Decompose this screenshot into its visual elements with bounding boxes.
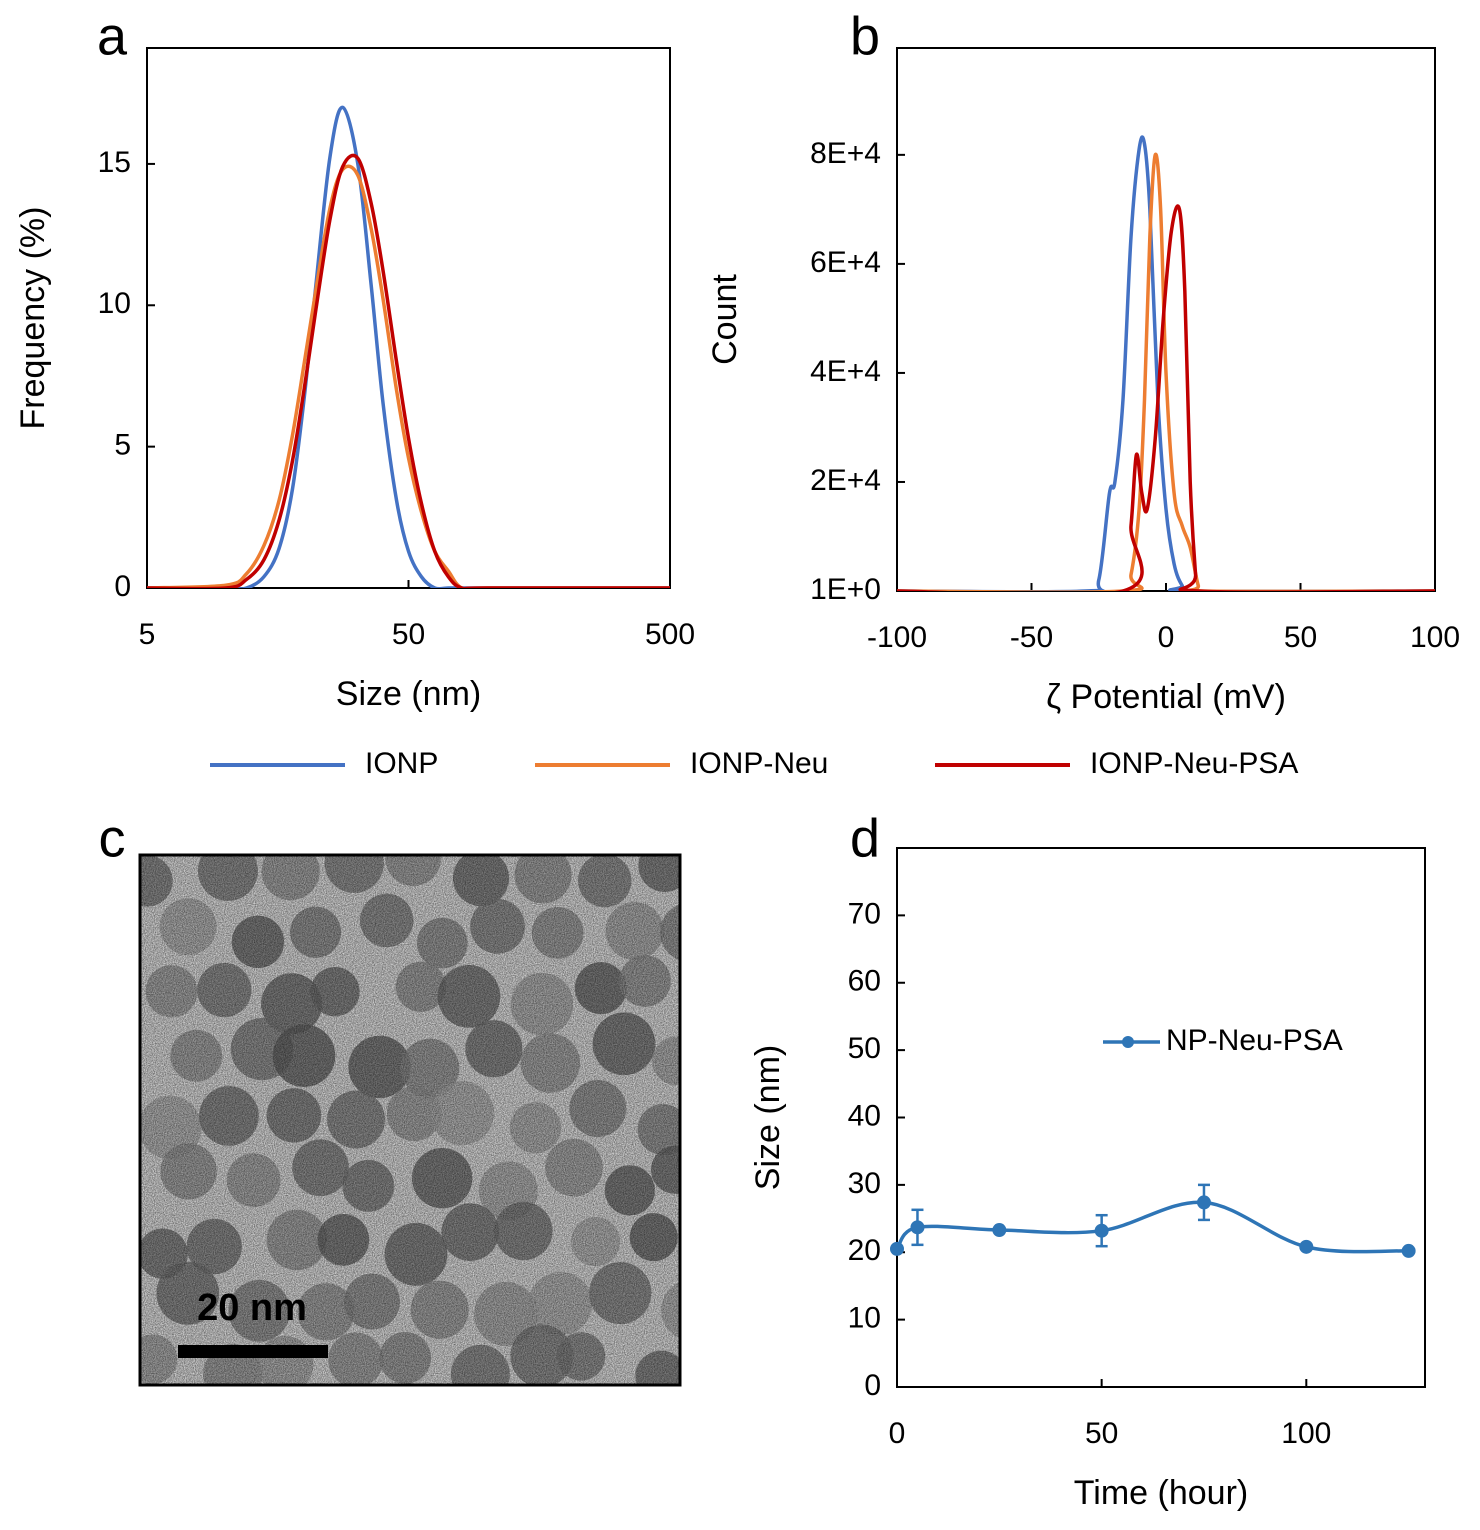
marker — [1196, 1195, 1211, 1210]
legend-label: IONP — [365, 747, 438, 780]
marker — [890, 1241, 904, 1256]
y-axis-title: Size (nm) — [749, 1045, 787, 1190]
series-line — [147, 105, 670, 588]
y-tick-label: 70 — [848, 897, 881, 930]
series-line — [897, 204, 1435, 591]
legend-label: NP-Neu-PSA — [1166, 1024, 1343, 1057]
tem-image — [140, 855, 680, 1385]
scale-bar — [178, 1345, 328, 1358]
x-tick-label: 50 — [1284, 621, 1317, 654]
y-tick-label: 2E+4 — [810, 464, 881, 497]
y-tick-label: 0 — [114, 570, 131, 603]
grain — [140, 855, 680, 1385]
x-axis-title: Size (nm) — [336, 675, 481, 713]
series-line — [897, 1200, 1409, 1254]
marker — [992, 1223, 1007, 1238]
marker — [1401, 1243, 1416, 1258]
x-tick-label: 100 — [1410, 621, 1460, 654]
y-tick-label: 6E+4 — [810, 246, 881, 279]
y-tick-label: 4E+4 — [810, 355, 881, 388]
panel-label: a — [97, 6, 128, 66]
legend-label: IONP-Neu-PSA — [1090, 747, 1298, 780]
x-axis-title: Time (hour) — [1074, 1474, 1248, 1512]
series-line — [147, 164, 670, 588]
legend-label: IONP-Neu — [690, 747, 828, 780]
x-tick-label: -100 — [867, 621, 927, 654]
y-tick-label: 15 — [98, 146, 131, 179]
y-tick-label: 10 — [98, 287, 131, 320]
y-tick-label: 50 — [848, 1032, 881, 1065]
plot-frame — [896, 847, 1426, 1388]
x-tick-label: 50 — [392, 618, 425, 651]
panel-label: d — [850, 808, 880, 868]
panel-label: c — [99, 808, 126, 868]
y-axis-title: Frequency (%) — [14, 207, 52, 430]
image-frame — [138, 853, 682, 1387]
plot-frame — [146, 47, 671, 589]
y-tick-label: 30 — [848, 1167, 881, 1200]
series-line — [147, 153, 670, 588]
y-tick-label: 1E+0 — [810, 573, 881, 606]
y-tick-label: 20 — [848, 1234, 881, 1267]
y-tick-label: 0 — [864, 1369, 881, 1402]
y-tick-label: 8E+4 — [810, 137, 881, 170]
x-tick-label: 5 — [139, 618, 156, 651]
marker — [910, 1220, 925, 1235]
y-axis-title: Count — [706, 274, 744, 365]
x-tick-label: 50 — [1085, 1417, 1118, 1450]
y-tick-label: 5 — [114, 429, 131, 462]
panel-label: b — [850, 6, 880, 66]
x-tick-label: 500 — [645, 618, 695, 651]
legend-marker — [1122, 1036, 1134, 1048]
x-tick-label: 0 — [889, 1417, 906, 1450]
y-tick-label: 10 — [848, 1302, 881, 1335]
y-tick-label: 40 — [848, 1099, 881, 1132]
marker — [1299, 1239, 1314, 1254]
y-tick-label: 60 — [848, 965, 881, 998]
marker — [1094, 1223, 1109, 1238]
x-tick-label: 100 — [1281, 1417, 1331, 1450]
x-axis-title: ζ Potential (mV) — [1046, 678, 1286, 716]
series-line — [897, 135, 1435, 591]
x-tick-label: 0 — [1158, 621, 1175, 654]
scale-bar-label: 20 nm — [197, 1287, 307, 1329]
series-line — [897, 152, 1435, 591]
x-tick-label: -50 — [1010, 621, 1053, 654]
